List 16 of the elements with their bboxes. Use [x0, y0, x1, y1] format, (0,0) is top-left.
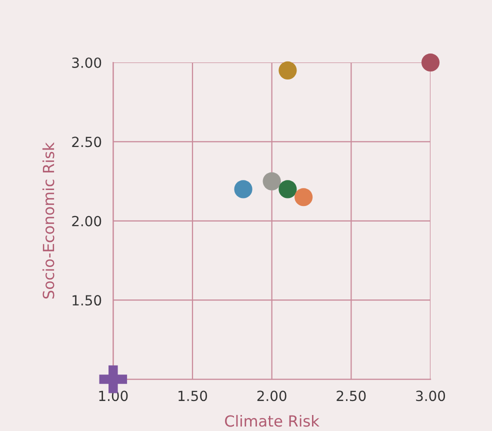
- point: [294, 188, 313, 206]
- point: [278, 180, 297, 198]
- point: [278, 61, 297, 80]
- x-tick-label: 2.50: [336, 390, 366, 402]
- point: [421, 53, 440, 72]
- y-axis-title: Socio-Economic Risk: [42, 142, 54, 299]
- y-tick-label: 2.50: [72, 136, 102, 148]
- y-tick-label: 1.50: [72, 295, 102, 306]
- x-tick-label: 1.50: [178, 390, 208, 402]
- x-axis-title: Climate Risk: [225, 414, 320, 427]
- point: [234, 180, 252, 198]
- x-tick-label: 2.00: [257, 390, 286, 402]
- y-tick-label: 2.00: [72, 216, 102, 226]
- y-tick-label: 3.00: [72, 57, 102, 68]
- x-tick-label: 3.00: [416, 390, 446, 402]
- point: [262, 172, 281, 190]
